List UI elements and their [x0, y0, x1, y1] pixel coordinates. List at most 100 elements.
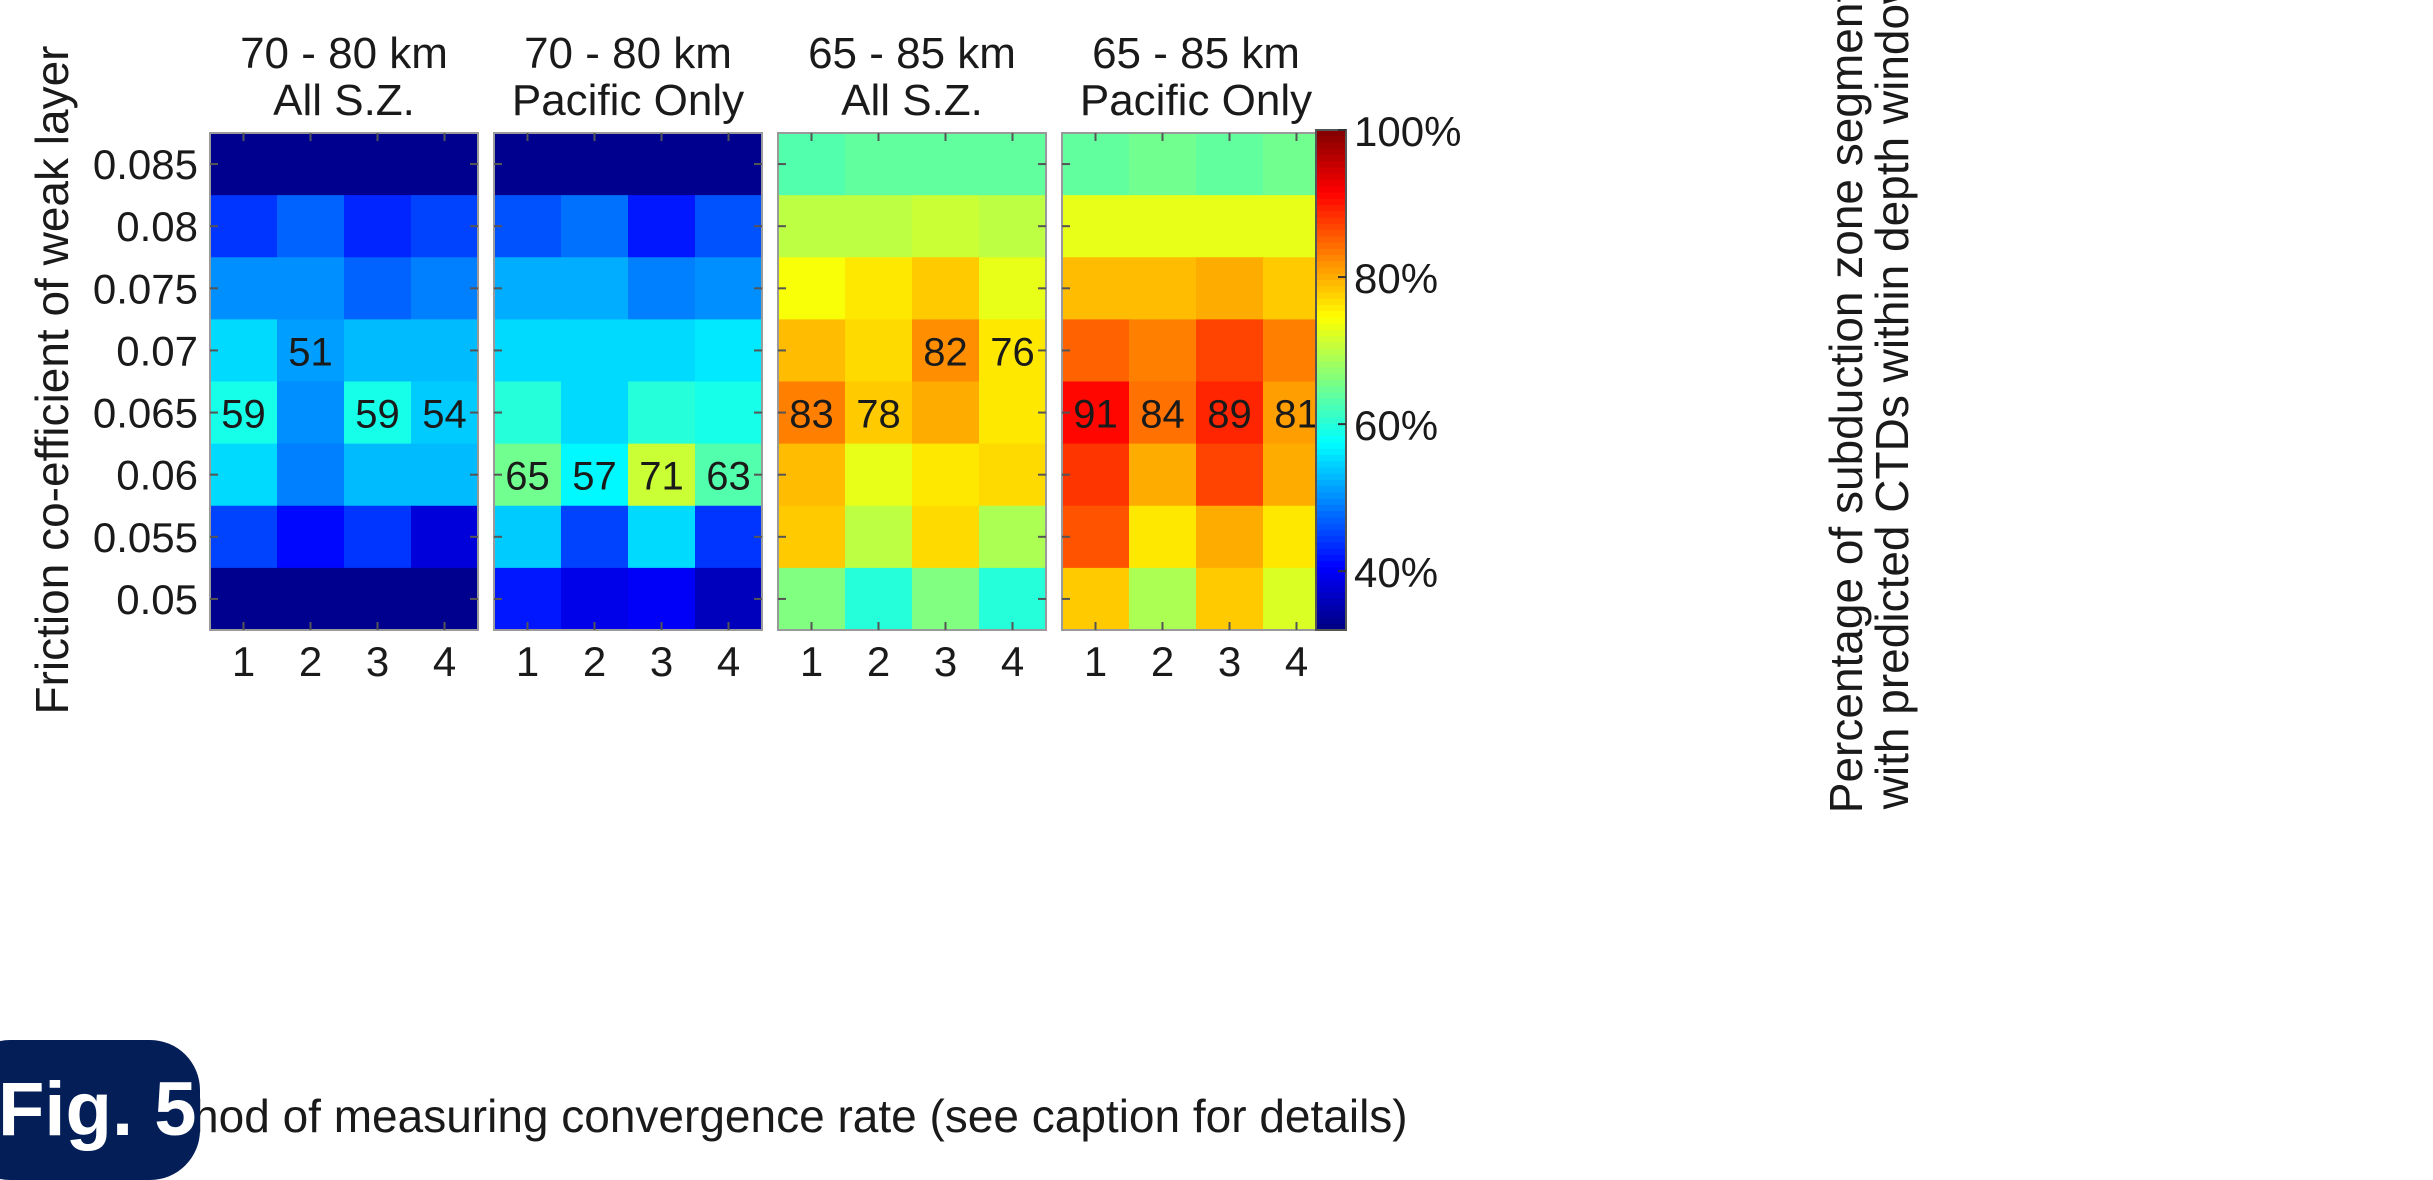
colorbar-segment: [1316, 167, 1346, 175]
heatmap-cell: [778, 257, 846, 320]
colorbar-segment: [1316, 155, 1346, 162]
x-tick-label: 2: [1151, 638, 1174, 685]
heatmap-cell: [344, 381, 412, 445]
heatmap-cell: [277, 381, 345, 445]
heatmap-cell: [494, 443, 562, 507]
colorbar-segment: [1316, 311, 1346, 319]
heatmap-cell: [1129, 567, 1197, 631]
heatmap-cell: [912, 133, 980, 196]
heatmap-cell: [210, 505, 278, 569]
panel-title-line-1: 65 - 85 km: [808, 29, 1016, 78]
colorbar-segment: [1316, 211, 1346, 219]
heatmap-cell: [411, 381, 479, 445]
heatmap-cell: [277, 443, 345, 507]
heatmap-cell: [411, 505, 479, 569]
y-tick-label: 0.08: [116, 203, 198, 250]
heatmap-cell: [1062, 195, 1130, 258]
colorbar-segment: [1316, 148, 1346, 156]
colorbar-segment: [1316, 267, 1346, 275]
colorbar-segment: [1316, 567, 1346, 575]
colorbar-tick-label: 80%: [1354, 255, 1438, 302]
colorbar-segment: [1316, 386, 1346, 394]
heatmap-cell: [1196, 505, 1264, 569]
colorbar-segment: [1316, 317, 1346, 325]
heatmap-cell: [695, 195, 763, 258]
cell-value-label: 65: [505, 455, 550, 499]
colorbar-tick-label: 40%: [1354, 549, 1438, 596]
panel-title-line-1: 70 - 80 km: [524, 29, 732, 78]
heatmap-cell: [561, 567, 629, 631]
colorbar-segment: [1316, 623, 1346, 631]
heatmap-cell: [1129, 381, 1197, 445]
panel-title-line-2: Pacific Only: [1080, 76, 1312, 125]
cell-value-label: 57: [572, 455, 617, 499]
heatmap-cell: [1129, 443, 1197, 507]
y-tick-label: 0.055: [93, 514, 198, 561]
heatmap-cell: [979, 443, 1047, 507]
heatmap-cell: [1129, 319, 1197, 383]
cell-value-label: 84: [1140, 393, 1185, 437]
cell-value-label: 76: [990, 330, 1035, 374]
panel-frame: [209, 132, 479, 631]
heatmap-cell: [411, 443, 479, 507]
heatmap-cell: [1062, 381, 1130, 445]
colorbar-segment: [1316, 573, 1346, 581]
heatmap-cell: [979, 195, 1047, 258]
y-tick-label: 0.085: [93, 141, 198, 188]
colorbar-segment: [1316, 348, 1346, 356]
heatmap-cell: [912, 443, 980, 507]
colorbar-segment: [1316, 136, 1346, 144]
heatmap-cell: [979, 133, 1047, 196]
heatmap-cell: [979, 567, 1047, 631]
colorbar-segment: [1316, 530, 1346, 537]
colorbar: 40% 60% 80% 100%: [1315, 108, 1461, 631]
heatmap-cell: [561, 443, 629, 507]
x-tick-label: 3: [650, 638, 673, 685]
heatmap-cell: [1129, 257, 1197, 320]
x-axis-label: Method of measuring convergence rate (se…: [116, 1090, 1407, 1142]
colorbar-segment: [1316, 467, 1346, 475]
heatmap-cell: [1062, 567, 1130, 631]
panel-title-line-2: Pacific Only: [512, 76, 744, 125]
heatmap-cell: [695, 133, 763, 196]
x-tick-label: 1: [516, 638, 539, 685]
colorbar-segment: [1316, 436, 1346, 444]
x-tick-label: 1: [232, 638, 255, 685]
colorbar-segment: [1316, 605, 1346, 612]
heatmap-cell: [628, 319, 696, 383]
colorbar-segment: [1316, 223, 1346, 231]
x-tick-label: 2: [583, 638, 606, 685]
colorbar-segment: [1316, 336, 1346, 344]
heatmap-cell: [210, 443, 278, 507]
colorbar-segment: [1316, 248, 1346, 256]
colorbar-segment: [1316, 430, 1346, 437]
heatmap-cell: [411, 133, 479, 196]
heatmap-cell: [979, 381, 1047, 445]
colorbar-segment: [1316, 523, 1346, 531]
y-tick-label: 0.065: [93, 390, 198, 437]
heatmap-cell: [628, 133, 696, 196]
heatmap-cell: [695, 505, 763, 569]
heatmap-cell: [344, 567, 412, 631]
colorbar-segment: [1316, 280, 1346, 287]
cell-value-label: 63: [706, 455, 751, 499]
colorbar-segment: [1316, 130, 1346, 137]
colorbar-segment: [1316, 173, 1346, 181]
colorbar-segment: [1316, 455, 1346, 462]
heatmap-cell: [1062, 443, 1130, 507]
heatmap-cell: [695, 443, 763, 507]
heatmap-cell: [1196, 381, 1264, 445]
heatmap-cell: [778, 567, 846, 631]
heatmap-cell: [979, 505, 1047, 569]
heatmap-cell: [277, 505, 345, 569]
colorbar-segment: [1316, 492, 1346, 500]
heatmap-cell: [912, 567, 980, 631]
x-tick-label: 1: [800, 638, 823, 685]
heatmap-cell: [494, 133, 562, 196]
colorbar-segment: [1316, 323, 1346, 331]
heatmap-cell: [1129, 133, 1197, 196]
heatmap-cell: [845, 443, 913, 507]
heatmap-cell: [210, 381, 278, 445]
